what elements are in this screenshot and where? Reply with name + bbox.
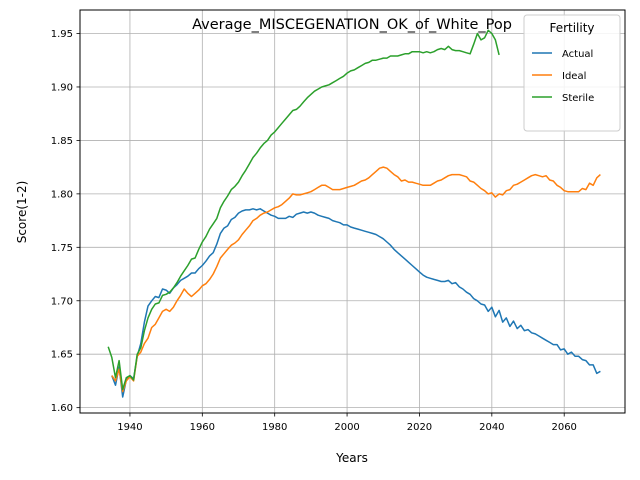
- legend-label-sterile: Sterile: [562, 93, 594, 104]
- x-tick-label: 2000: [334, 422, 359, 433]
- legend-title: Fertility: [549, 21, 594, 35]
- x-axis-ticks: 1940 1960 1980 2000 2020 2040 2060: [117, 413, 577, 433]
- y-tick-label: 1.75: [51, 243, 73, 254]
- x-tick-label: 2040: [479, 422, 504, 433]
- legend-label-actual: Actual: [562, 49, 593, 60]
- legend-label-ideal: Ideal: [562, 71, 586, 82]
- series-line-sterile: [107, 29, 500, 391]
- x-tick-label: 2060: [551, 422, 576, 433]
- y-tick-label: 1.65: [51, 350, 73, 361]
- x-tick-label: 1980: [262, 422, 287, 433]
- y-axis-label: Score(1-2): [15, 181, 29, 244]
- y-tick-label: 1.85: [51, 136, 73, 147]
- x-tick-label: 1940: [117, 422, 142, 433]
- legend-box: [523, 14, 621, 132]
- plot-area-frame: [79, 9, 626, 414]
- x-tick-label: 2020: [407, 422, 432, 433]
- y-tick-label: 1.70: [51, 296, 73, 307]
- y-tick-label: 1.95: [51, 29, 73, 40]
- series-line-ideal: [111, 166, 601, 393]
- y-tick-label: 1.90: [51, 82, 73, 93]
- legend: Fertility Actual Ideal Sterile: [523, 14, 621, 132]
- legend-entries: Actual Ideal Sterile: [532, 49, 594, 104]
- y-tick-label: 1.80: [51, 189, 73, 200]
- series-line-actual: [111, 208, 601, 398]
- x-tick-label: 1960: [190, 422, 215, 433]
- chart-title: Average_MISCEGENATION_OK_of_White_Pop: [192, 17, 512, 33]
- series-lines: [107, 29, 601, 398]
- y-axis-ticks: 1.60 1.65 1.70 1.75 1.80 1.85 1.90 1.95: [51, 29, 80, 414]
- y-tick-label: 1.60: [51, 403, 73, 414]
- x-axis-label: Years: [335, 451, 368, 465]
